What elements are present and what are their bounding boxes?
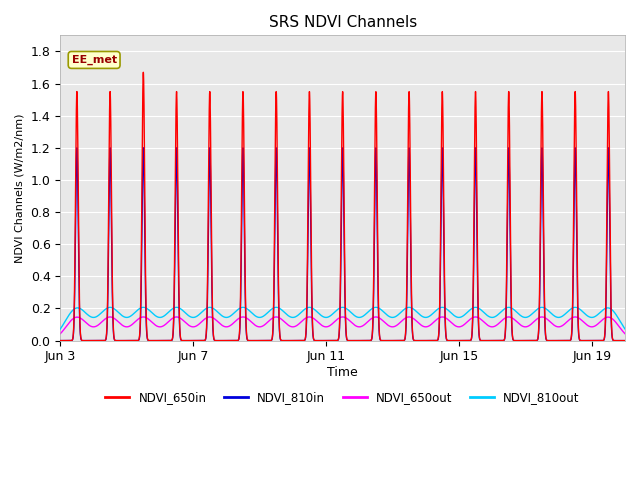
Legend: NDVI_650in, NDVI_810in, NDVI_650out, NDVI_810out: NDVI_650in, NDVI_810in, NDVI_650out, NDV… [100, 386, 584, 408]
Y-axis label: NDVI Channels (W/m2/nm): NDVI Channels (W/m2/nm) [15, 113, 25, 263]
Title: SRS NDVI Channels: SRS NDVI Channels [269, 15, 417, 30]
Text: EE_met: EE_met [72, 55, 116, 65]
X-axis label: Time: Time [327, 366, 358, 379]
